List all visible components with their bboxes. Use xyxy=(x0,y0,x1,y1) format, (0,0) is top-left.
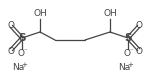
Text: Na: Na xyxy=(12,64,24,73)
Text: S: S xyxy=(124,33,132,43)
Text: O: O xyxy=(135,47,142,56)
Text: ⁻: ⁻ xyxy=(130,48,133,54)
Text: ⁻: ⁻ xyxy=(24,48,27,54)
Text: O: O xyxy=(18,49,24,58)
Text: O: O xyxy=(135,20,142,29)
Text: O: O xyxy=(123,49,130,58)
Text: O: O xyxy=(8,20,15,29)
Text: OH: OH xyxy=(33,9,47,18)
Text: OH: OH xyxy=(103,9,117,18)
Text: +: + xyxy=(21,62,27,68)
Text: S: S xyxy=(18,33,26,43)
Text: O: O xyxy=(8,47,15,56)
Text: Na: Na xyxy=(118,64,130,73)
Text: +: + xyxy=(127,62,133,68)
